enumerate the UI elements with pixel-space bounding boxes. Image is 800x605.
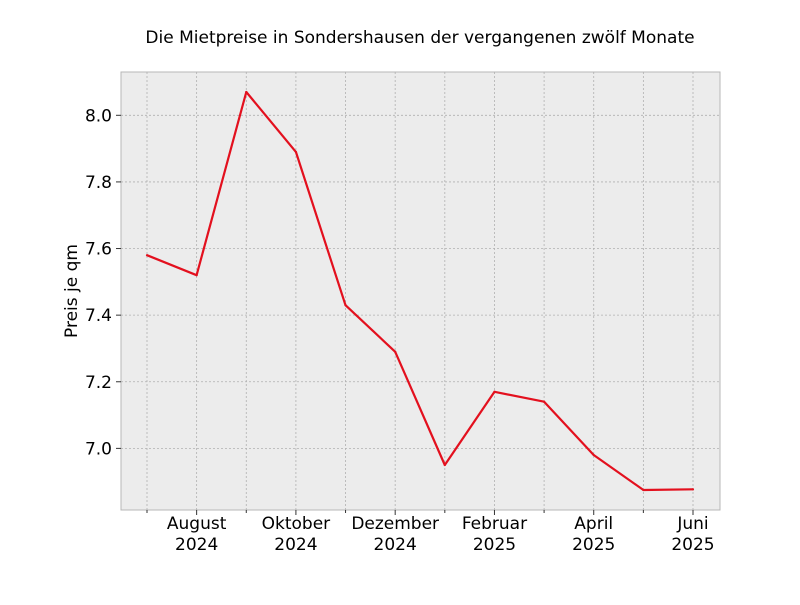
y-tick-label: 7.6 [85,240,112,260]
x-tick-label-year: 2025 [572,535,615,555]
data-point [592,453,595,457]
y-tick-label: 7.2 [85,373,112,393]
data-point [542,400,546,403]
plot-area [120,71,721,511]
data-point [245,90,248,94]
x-tick-label-year: 2025 [671,535,714,555]
x-tick-label-year: 2024 [274,535,317,555]
chart-title: Die Mietpreise in Sondershausen der verg… [145,28,694,48]
x-tick-label-year: 2025 [473,535,516,555]
x-tick-label-month: Juni [676,514,708,534]
x-tick-label-year: 2024 [374,535,417,555]
y-tick-label: 7.4 [85,306,112,326]
y-tick-label: 8.0 [85,106,112,126]
data-point [642,488,645,492]
x-tick-label-month: August [167,514,227,534]
x-tick-label-year: 2024 [175,535,218,555]
x-tick-label-month: Februar [462,514,527,534]
gridlines [121,72,720,510]
data-point [493,390,496,393]
data-point [294,150,298,154]
y-tick-labels: 7.0 7.2 7.4 7.6 7.8 8.0 [85,106,112,459]
y-tick-label: 7.0 [85,439,112,459]
x-tick-labels: August2024Oktober2024Dezember2024Februar… [167,514,715,555]
data-point [691,488,695,491]
series-layer [145,90,695,492]
y-tick-label: 7.8 [85,173,112,193]
x-tick-label-month: Dezember [351,514,439,534]
data-point [394,350,397,353]
x-tick-label-month: April [574,514,613,534]
axis-ticks [116,114,694,515]
data-point [195,274,198,277]
data-point [145,254,149,257]
y-axis-label: Preis je qm [62,244,82,338]
data-point [344,304,347,307]
series-line [146,90,694,492]
x-tick-label-month: Oktober [262,514,331,534]
data-point [443,463,446,467]
